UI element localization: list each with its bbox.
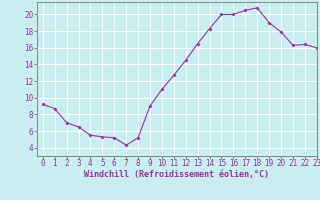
X-axis label: Windchill (Refroidissement éolien,°C): Windchill (Refroidissement éolien,°C) [84, 170, 269, 179]
